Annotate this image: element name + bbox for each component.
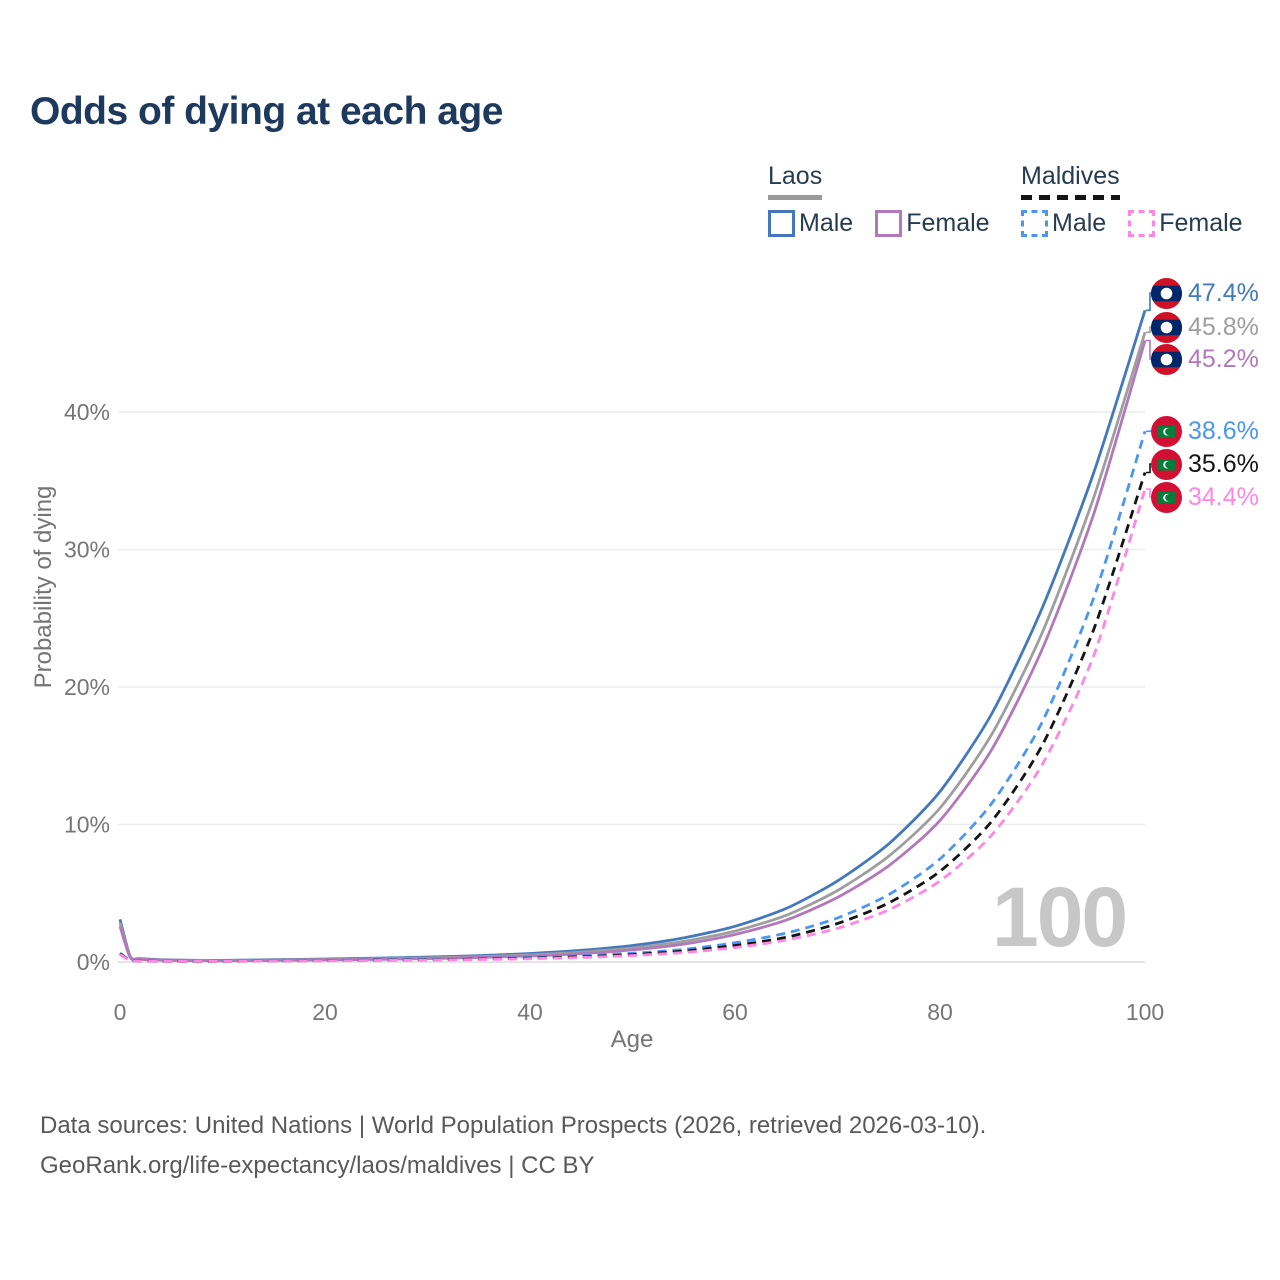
footer-line-2: GeoRank.org/life-expectancy/laos/maldive… [40,1152,595,1179]
y-tick-label: 10% [64,812,110,838]
series-line-laos-male [118,309,1147,962]
maldives-male-swatch-icon [1021,210,1048,237]
laos-flag-icon [1151,277,1182,309]
laos-solid-line-sample [768,195,823,200]
x-tick-label: 20 [312,999,338,1025]
maldives-flag-icon [1151,415,1182,447]
legend-item-label: Female [1159,209,1243,237]
legend-item-maldives-female[interactable]: Female [1128,209,1243,238]
maldives-flag-icon [1151,448,1182,480]
maldives-female-swatch-icon [1128,210,1156,237]
legend-group-laos-title: Laos [768,162,823,190]
maldives-dashed-line-sample [1021,195,1120,200]
legend-item-label: Male [799,209,854,237]
x-tick-label: 80 [927,999,953,1025]
x-axis-title: Age [610,1026,654,1053]
end-label-value: 34.4% [1188,482,1259,511]
y-tick-label: 40% [64,399,110,425]
legend-item-laos-female[interactable]: Female [875,209,990,238]
x-tick-label: 100 [1126,999,1164,1025]
legend-item-label: Female [906,209,990,237]
end-label-laos-male: 47.4% [1151,277,1259,309]
y-axis-title: Probability of dying [30,485,57,689]
end-label-value: 38.6% [1188,416,1259,445]
y-tick-label: 0% [77,949,110,975]
x-tick-label: 60 [722,999,748,1025]
y-tick-label: 20% [64,674,110,700]
laos-flag-icon [1151,311,1182,343]
series-line-maldives-female [119,488,1147,963]
laos-flag-icon [1151,343,1182,375]
footer: Data sources: United Nations | World Pop… [40,1106,986,1186]
end-label-value: 45.2% [1188,344,1259,373]
end-label-maldives-both: 35.6% [1151,448,1259,480]
footer-line-1: Data sources: United Nations | World Pop… [40,1112,987,1139]
end-label-maldives-female: 34.4% [1151,481,1259,513]
laos-male-swatch-icon [768,210,795,237]
series-line-laos-female [118,340,1147,963]
end-label-maldives-male: 38.6% [1151,415,1259,447]
maldives-flag-icon [1151,481,1182,513]
legend-item-maldives-male[interactable]: Male [1021,209,1106,238]
legend-group-maldives: Maldives Male Female [1021,162,1243,238]
end-label-value: 35.6% [1188,449,1259,478]
end-label-value: 45.8% [1188,312,1259,341]
legend-item-laos-male[interactable]: Male [768,209,853,238]
legend-group-laos: Laos Male Female [768,162,990,238]
end-label-value: 47.4% [1188,278,1259,307]
y-tick-label: 30% [64,537,110,563]
legend-item-label: Male [1052,209,1107,237]
series-line-laos-both [118,331,1147,963]
x-tick-label: 0 [114,999,127,1025]
legend-group-maldives-title: Maldives [1021,162,1120,190]
end-label-laos-female: 45.2% [1151,343,1259,375]
age-counter-watermark: 100 [992,870,1128,964]
laos-female-swatch-icon [875,210,903,237]
end-label-laos-both: 45.8% [1151,311,1259,343]
page-title: Odds of dying at each age [30,90,503,133]
x-tick-label: 40 [517,999,543,1025]
